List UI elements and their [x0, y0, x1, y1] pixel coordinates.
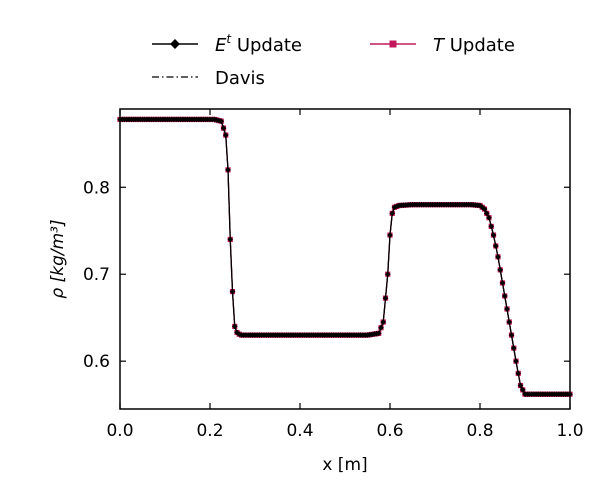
y-axis-symbol: ρ [48, 288, 68, 299]
plot-frame [119, 108, 571, 410]
series-marker-0 [499, 280, 506, 286]
ticks: 0.0 0.2 0.4 0.6 0.8 1.0 0.6 0.7 0.8 [83, 109, 584, 441]
series-marker-0 [497, 267, 504, 273]
x-tick-label: 1.0 [556, 421, 583, 441]
series-marker-0 [378, 324, 384, 331]
legend-e-suffix: Update [231, 35, 302, 56]
series-marker-0 [382, 295, 389, 301]
x-tick-label: 0.0 [106, 421, 133, 441]
y-axis-unit: [kg/m³] [48, 219, 68, 282]
series-marker-0 [508, 332, 515, 338]
series-marker-0 [375, 330, 382, 337]
legend-entry-e-update: Et Update [152, 32, 302, 56]
legend-t-suffix: Update [444, 35, 515, 56]
legend-label-e-update: Et Update [215, 32, 302, 56]
y-tick-label: 0.8 [83, 178, 110, 198]
x-tick-label: 0.6 [376, 421, 403, 441]
y-tick-label: 0.7 [83, 265, 110, 285]
series-marker-0 [220, 125, 227, 131]
x-tick-label: 0.8 [466, 421, 493, 441]
legend-marker-t-update [389, 40, 397, 48]
series-line-2 [120, 118, 570, 395]
legend: Et Update Davis T Update [152, 32, 515, 89]
y-axis-label: ρ [kg/m³] [48, 219, 68, 298]
y-tick-label: 0.6 [83, 352, 110, 372]
legend-e-prefix: E [215, 35, 227, 56]
legend-label-t-update: T Update [433, 35, 515, 56]
x-tick-label: 0.2 [196, 421, 223, 441]
legend-entry-t-update: T Update [370, 35, 515, 56]
series-marker-0 [384, 271, 391, 278]
plot-area [117, 116, 573, 398]
legend-t-prefix: T [433, 35, 446, 56]
series-marker-0 [481, 206, 488, 212]
legend-e-sup: t [226, 32, 232, 46]
legend-marker-e-update [170, 39, 180, 49]
x-tick-label: 0.4 [286, 421, 313, 441]
legend-label-davis: Davis [215, 68, 265, 89]
legend-entry-davis: Davis [152, 68, 265, 89]
x-axis-label: x [m] [322, 455, 367, 475]
series-line-1 [120, 118, 570, 395]
series-line-0 [120, 118, 570, 395]
series-marker-0 [490, 232, 497, 238]
